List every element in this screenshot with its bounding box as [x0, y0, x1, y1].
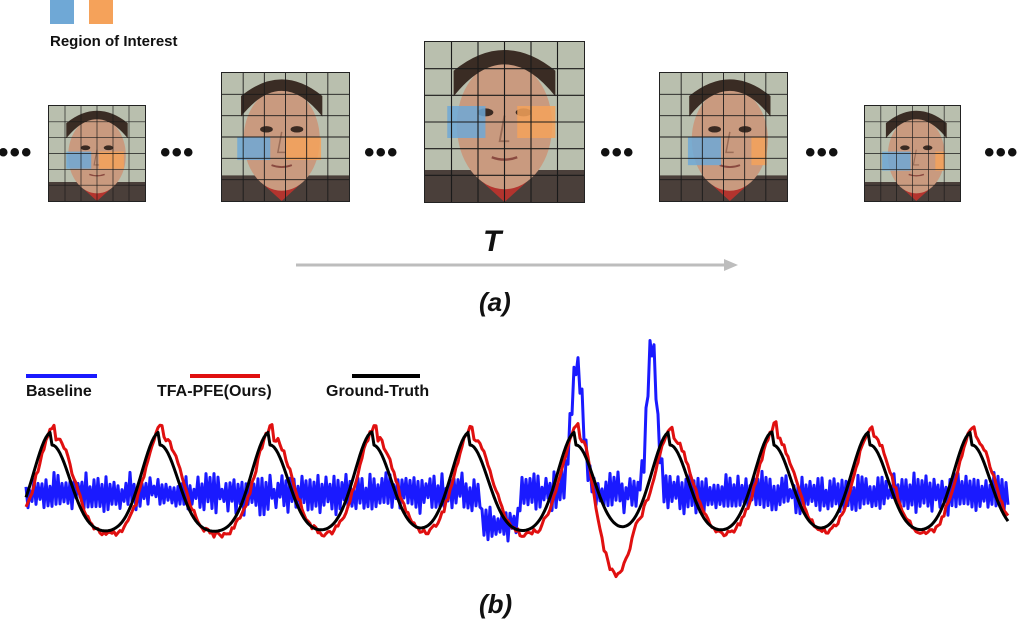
face-thumbnail-icon [425, 42, 584, 202]
left-eye-shape [80, 145, 91, 151]
legend-line-baseline [26, 374, 97, 378]
mouth-shape [719, 164, 741, 169]
roi-patch-orange [751, 137, 767, 166]
signal-plot [24, 339, 1010, 579]
time-axis-label: T [483, 225, 502, 258]
ellipsis-3: ••• [364, 136, 399, 169]
right-eye-shape [290, 126, 304, 133]
roi-swatch-blue [50, 0, 74, 24]
roi-patch-orange [98, 151, 124, 169]
face-shape [887, 117, 945, 194]
legend-label-baseline: Baseline [26, 383, 92, 400]
ellipsis-5: ••• [805, 136, 840, 169]
roi-legend-label: Region of Interest [50, 33, 178, 50]
ellipsis-1: ••• [0, 136, 33, 169]
face-frame-2 [221, 72, 350, 202]
mouth-shape [271, 164, 293, 169]
face-frame-1 [48, 105, 146, 202]
hair-shape [66, 110, 128, 139]
hair-shape [689, 79, 771, 117]
face-frame-3 [424, 41, 585, 203]
arrow-right-icon [296, 259, 738, 271]
nose-shape [93, 149, 100, 166]
panel-label-a: (a) [479, 287, 511, 317]
roi-patch-blue [687, 137, 721, 166]
face-thumbnail-icon [660, 73, 787, 201]
right-eye-shape [103, 145, 114, 151]
face-frame-5 [864, 105, 961, 202]
face-frame-4 [659, 72, 788, 202]
roi-patch-orange [285, 137, 322, 161]
roi-patch-orange [935, 151, 945, 171]
face-shape [691, 88, 768, 191]
legend-label-ground-truth: Ground-Truth [326, 383, 430, 400]
mouth-shape [908, 173, 925, 177]
ellipsis-4: ••• [600, 136, 635, 169]
baseline-signal-line [24, 339, 1010, 543]
legend-label-ours: TFA-PFE(Ours) [157, 383, 272, 400]
nose-shape [498, 115, 510, 143]
ellipsis-6: ••• [984, 136, 1019, 169]
legend-line-ground-truth [352, 374, 420, 378]
right-eye-shape [922, 145, 933, 151]
face-thumbnail-icon [865, 106, 960, 201]
face-thumbnail-icon [49, 106, 145, 201]
roi-patch-blue [237, 137, 271, 161]
face-thumbnail-icon [222, 73, 349, 201]
left-eye-shape [260, 126, 273, 133]
panel-label-b: (b) [479, 589, 513, 619]
nose-shape [912, 149, 920, 166]
hair-shape [453, 50, 556, 97]
roi-swatch-orange [89, 0, 113, 24]
hair-shape [885, 110, 947, 139]
hair-shape [241, 79, 323, 117]
nose-shape [725, 131, 734, 154]
nose-shape [276, 131, 286, 154]
face-shape [243, 88, 320, 191]
ellipsis-2: ••• [160, 136, 195, 169]
left-eye-shape [708, 126, 721, 133]
ground-truth-signal-line [24, 430, 1010, 533]
roi-patch-blue [66, 151, 92, 169]
legend-line-ours [190, 374, 260, 378]
left-eye-shape [900, 145, 910, 151]
